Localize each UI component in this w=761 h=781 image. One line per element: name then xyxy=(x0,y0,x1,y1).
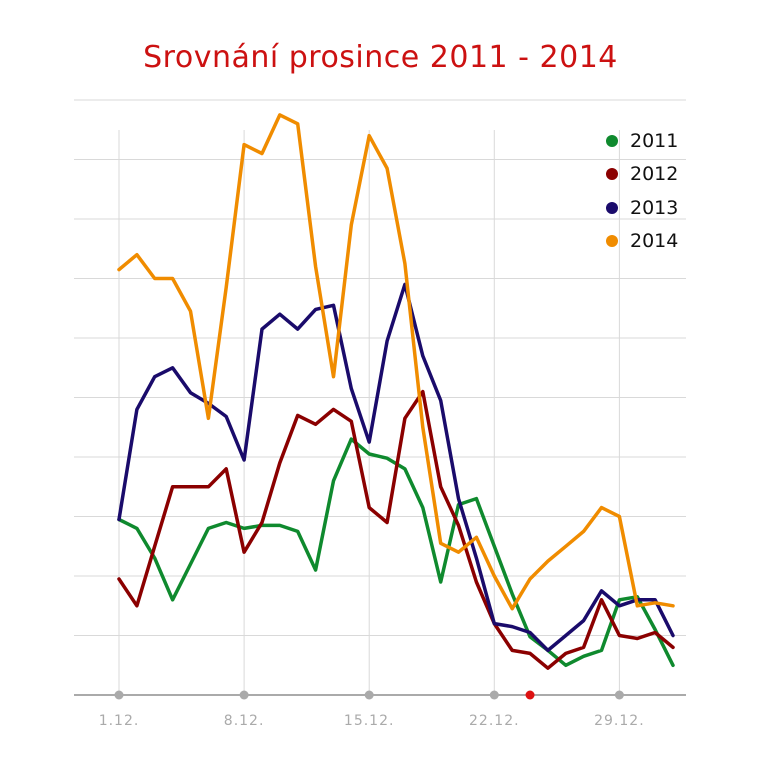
legend: 2011 2012 2013 2014 xyxy=(606,124,678,258)
legend-marker-icon xyxy=(606,235,618,248)
x-tick-label: 8.12. xyxy=(224,713,265,729)
legend-marker-icon xyxy=(606,134,618,147)
legend-label: 2014 xyxy=(630,230,679,253)
series-lines xyxy=(117,113,675,670)
chart-title: Srovnání prosince 2011 - 2014 xyxy=(143,40,618,75)
series-line-2012 xyxy=(117,389,675,670)
legend-item-2014[interactable]: 2014 xyxy=(606,225,678,259)
x-tick-marker xyxy=(114,690,124,700)
x-tick-label: 15.12. xyxy=(344,713,395,729)
legend-label: 2013 xyxy=(630,196,679,219)
x-tick-label: 29.12. xyxy=(594,713,645,729)
x-tick-marker xyxy=(614,690,624,700)
x-tick-label: 1.12. xyxy=(99,713,140,729)
x-tick-marker xyxy=(489,690,499,700)
grid-lines xyxy=(74,99,686,695)
legend-item-2012[interactable]: 2012 xyxy=(606,158,678,192)
x-tick-labels: 1.12. 8.12. 15.12. 22.12. 29.12. xyxy=(99,690,645,729)
x-tick-marker xyxy=(239,690,249,700)
highlight-marker xyxy=(525,690,535,700)
legend-item-2011[interactable]: 2011 xyxy=(606,124,678,158)
series-line-2014 xyxy=(117,113,675,611)
legend-label: 2011 xyxy=(630,129,679,152)
x-tick-label: 22.12. xyxy=(469,713,520,729)
legend-item-2013[interactable]: 2013 xyxy=(606,191,678,225)
legend-label: 2012 xyxy=(630,163,679,186)
x-tick-marker xyxy=(364,690,374,700)
legend-marker-icon xyxy=(606,201,618,214)
legend-marker-icon xyxy=(606,168,618,181)
